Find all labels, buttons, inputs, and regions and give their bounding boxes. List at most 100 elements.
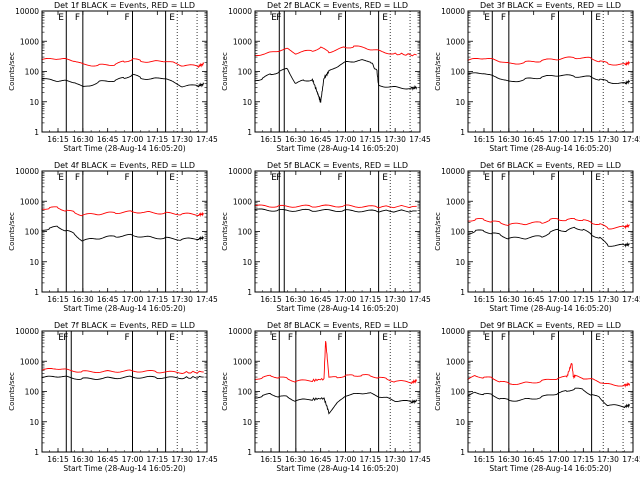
- flag-label-f: F: [501, 333, 506, 343]
- panel-det-3f: Det 3f BLACK = Events, RED = LLD 1 10 100 10…: [434, 1, 640, 153]
- series-lld-line: [254, 45, 417, 57]
- x-tick-label: 16:15: [260, 295, 282, 304]
- series-lld-line: [467, 362, 631, 388]
- x-tick-label: 17:45: [409, 135, 431, 144]
- x-tick-label: 17:30: [171, 295, 193, 304]
- y-tick-label: 10000: [15, 7, 39, 16]
- x-tick-label: 16:15: [47, 135, 69, 144]
- series-lld-line: [254, 204, 417, 209]
- y-tick-label: 10000: [228, 327, 252, 336]
- y-tick-label: 10000: [15, 327, 39, 336]
- y-axis-label: Counts/sec: [221, 212, 229, 251]
- x-tick-label: 16:45: [310, 295, 332, 304]
- x-tick-label: 17:30: [597, 295, 619, 304]
- x-tick-label: 16:30: [285, 135, 307, 144]
- flag-label-f: F: [501, 13, 506, 23]
- flag-label-f: F: [501, 173, 506, 183]
- x-axis-label: Start Time (28-Aug-14 16:05:20): [63, 144, 185, 153]
- x-tick-label: 17:15: [573, 135, 595, 144]
- x-tick-label: 16:30: [285, 295, 307, 304]
- x-tick-label: 17:45: [622, 135, 640, 144]
- x-tick-label: 17:45: [196, 135, 218, 144]
- flag-label-f: F: [551, 13, 556, 23]
- x-tick-label: 16:15: [260, 455, 282, 464]
- x-tick-label: 17:45: [622, 455, 640, 464]
- x-tick-label: 16:15: [473, 135, 495, 144]
- y-tick-label: 10: [29, 258, 39, 267]
- x-tick-label: 16:45: [97, 135, 119, 144]
- plot-frame: [41, 330, 208, 453]
- x-tick-label: 16:15: [473, 455, 495, 464]
- x-tick-label: 17:45: [409, 455, 431, 464]
- y-tick-label: 10: [242, 418, 252, 427]
- x-tick-label: 17:30: [384, 135, 406, 144]
- x-axis-label: Start Time (28-Aug-14 16:05:20): [276, 464, 398, 473]
- x-tick-label: 17:15: [360, 455, 382, 464]
- x-tick-label: 17:30: [171, 135, 193, 144]
- x-tick-label: 16:45: [523, 455, 545, 464]
- series-events-line: [41, 225, 204, 242]
- flag-label-e: E: [58, 333, 64, 343]
- y-tick-label: 1: [247, 288, 252, 297]
- panel-det-4f: Det 4f BLACK = Events, RED = LLD 1 10 100 10…: [8, 161, 218, 313]
- plot-frame: [41, 10, 208, 133]
- x-tick-label: 16:15: [47, 295, 69, 304]
- x-tick-label: 17:00: [122, 135, 144, 144]
- x-tick-label: 16:30: [72, 135, 94, 144]
- x-tick-label: 17:15: [147, 455, 169, 464]
- flag-label-f: F: [338, 333, 343, 343]
- series-events-line: [254, 208, 417, 213]
- x-tick-label: 16:30: [498, 455, 520, 464]
- x-tick-label: 17:30: [384, 455, 406, 464]
- flag-label-f: F: [75, 13, 80, 23]
- flag-label-f: F: [288, 333, 293, 343]
- series-lld-line: [254, 341, 418, 385]
- flag-label-f: F: [125, 173, 130, 183]
- y-tick-label: 10000: [228, 167, 252, 176]
- y-tick-label: 1: [247, 448, 252, 457]
- y-tick-label: 1: [460, 448, 465, 457]
- x-tick-label: 17:00: [335, 135, 357, 144]
- x-tick-label: 17:15: [147, 135, 169, 144]
- flag-label-f: F: [551, 333, 556, 343]
- series-events-line: [41, 375, 204, 380]
- plot-frame: [254, 330, 421, 453]
- y-tick-label: 1000: [233, 357, 252, 366]
- x-tick-label: 17:30: [597, 455, 619, 464]
- flag-label-e: E: [382, 333, 388, 343]
- y-axis-label: Counts/sec: [221, 372, 229, 411]
- y-tick-label: 100: [451, 228, 466, 237]
- x-tick-label: 16:15: [473, 295, 495, 304]
- flag-label-f: F: [338, 173, 343, 183]
- x-axis-label: Start Time (28-Aug-14 16:05:20): [63, 464, 185, 473]
- x-tick-label: 16:45: [523, 295, 545, 304]
- x-tick-label: 17:15: [147, 295, 169, 304]
- series-lld-line: [467, 56, 631, 67]
- x-tick-label: 17:30: [171, 455, 193, 464]
- panel-title: Det 4f BLACK = Events, RED = LLD: [54, 161, 195, 170]
- flag-label-f: F: [63, 333, 68, 343]
- y-tick-label: 10000: [441, 7, 465, 16]
- y-tick-label: 10000: [441, 167, 465, 176]
- series-lld-line: [41, 57, 205, 69]
- flag-label-f: F: [551, 173, 556, 183]
- panel-det-5f: Det 5f BLACK = Events, RED = LLD 1 10 100 10…: [221, 161, 431, 313]
- panel-det-9f: Det 9f BLACK = Events, RED = LLD 1 10 100 10…: [434, 321, 640, 473]
- y-tick-label: 100: [451, 388, 466, 397]
- y-axis-label: Counts/sec: [221, 52, 229, 91]
- panel-title: Det 3f BLACK = Events, RED = LLD: [480, 1, 621, 10]
- flag-label-e: E: [484, 13, 490, 23]
- x-axis-label: Start Time (28-Aug-14 16:05:20): [276, 144, 398, 153]
- flag-label-f: F: [338, 13, 343, 23]
- x-tick-label: 17:30: [597, 135, 619, 144]
- y-tick-label: 10000: [441, 327, 465, 336]
- flag-label-e: E: [58, 13, 64, 23]
- x-tick-label: 17:00: [122, 295, 144, 304]
- x-tick-label: 16:30: [498, 135, 520, 144]
- panel-title: Det 2f BLACK = Events, RED = LLD: [267, 1, 408, 10]
- x-tick-label: 16:45: [97, 295, 119, 304]
- series-events-line: [254, 392, 418, 415]
- x-tick-label: 16:15: [47, 455, 69, 464]
- panel-title: Det 5f BLACK = Events, RED = LLD: [267, 161, 408, 170]
